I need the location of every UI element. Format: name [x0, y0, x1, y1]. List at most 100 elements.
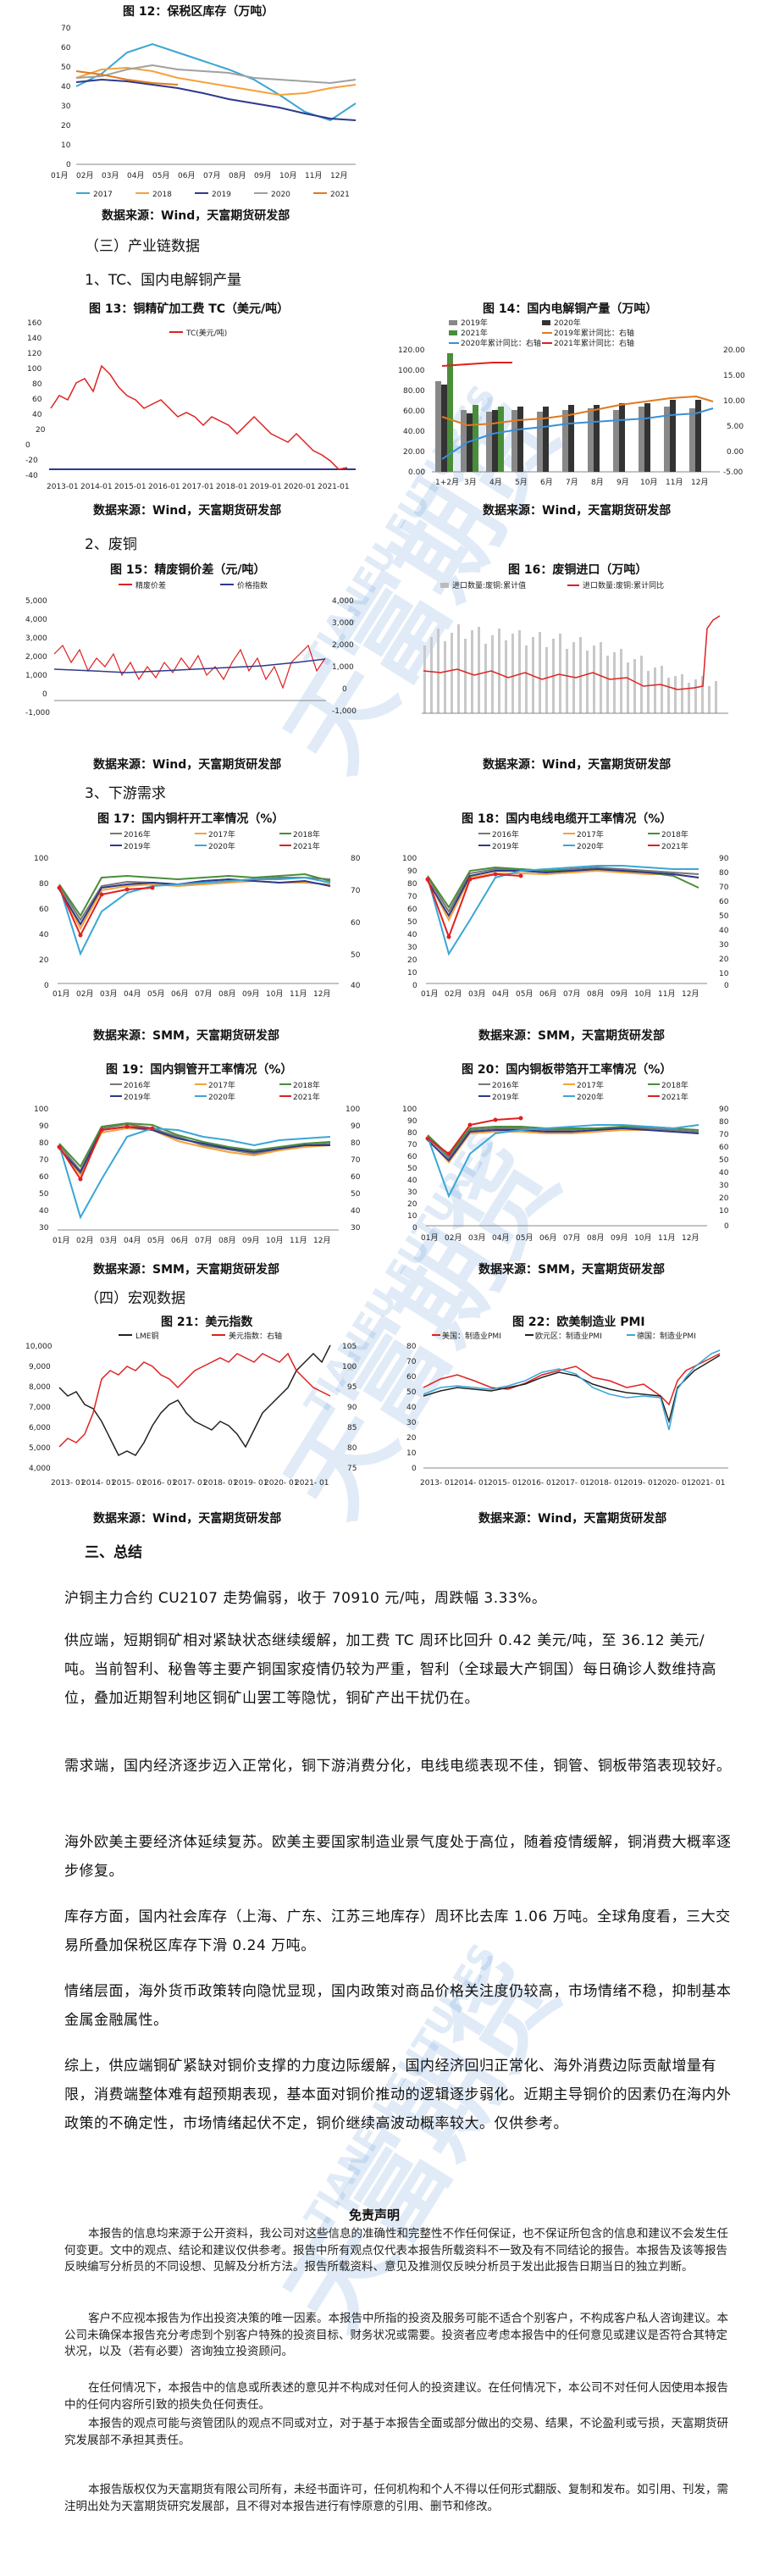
legend-label: 进口数量:废铜:累计值	[452, 580, 526, 590]
y-tick: 5,000	[29, 1444, 51, 1453]
section-heading: 三、总结	[85, 1544, 142, 1561]
x-tick: 02月	[76, 171, 93, 180]
source-note: 数据来源：SMM，天富期货研发部	[93, 1263, 279, 1277]
series-2021	[75, 70, 179, 86]
x-tick: 12月	[313, 1236, 330, 1245]
x-tick: 09月	[611, 989, 628, 999]
y2-tick: 40	[719, 927, 729, 935]
y-tick: 20	[39, 956, 49, 965]
x-tick: 01月	[51, 171, 68, 180]
x-tick: 01月	[53, 989, 69, 999]
tc-series	[50, 364, 348, 470]
figure-title: 图 15：精废铜价差（元/吨）	[110, 563, 266, 577]
dollar-index-chart: LME铜 美元指数：右轴 10,000 9,000 8,000 7,000 6,…	[25, 1331, 357, 1487]
section-heading: 3、下游需求	[85, 785, 166, 802]
us-pmi-series	[423, 1353, 721, 1406]
x-tick: 12月	[682, 989, 699, 999]
y-tick: 0.00	[408, 468, 425, 477]
legend-label: 2018年	[293, 1080, 320, 1090]
y-tick: 40	[32, 411, 42, 419]
x-tick: 10月	[634, 989, 651, 999]
legend-label: 2019年	[492, 1092, 519, 1102]
x-tick: 08月	[218, 1236, 235, 1245]
legend-label: 2021年	[461, 328, 488, 338]
y-tick: 80	[39, 880, 49, 889]
y2-tick: 10	[719, 970, 729, 978]
x-tick: 2013- 01	[420, 1479, 454, 1487]
source-note: 数据来源：SMM，天富期货研发部	[93, 1029, 279, 1043]
x-tick: 11月	[658, 1233, 675, 1243]
x-tick: 2014- 01	[81, 1479, 115, 1487]
y-tick: 80	[406, 1343, 417, 1351]
y-tick: 60	[406, 1373, 417, 1382]
x-tick: 10月	[279, 171, 296, 180]
y-tick: 80.00	[403, 387, 425, 396]
x-tick: 2016- 01	[142, 1479, 176, 1487]
series-2019-yoy	[441, 395, 714, 427]
x-tick: 07月	[563, 989, 580, 999]
y-tick: 70	[61, 25, 71, 33]
x-tick: 11月	[658, 989, 675, 999]
x-tick: 08月	[229, 171, 246, 180]
y-tick: 7,000	[29, 1404, 51, 1412]
legend-label: 2020年	[577, 1092, 604, 1102]
legend-label: 欧元区：制造业PMI	[535, 1331, 602, 1341]
legend-label: 2019	[212, 191, 231, 199]
series-2019	[75, 78, 357, 121]
x-tick: 08月	[587, 989, 604, 999]
y-tick: 0	[412, 1224, 417, 1233]
legend-label: 2021	[330, 191, 350, 199]
y-tick: 50	[406, 1388, 417, 1397]
x-tick: 12月	[682, 1233, 699, 1243]
y-tick: 4,000	[29, 1465, 51, 1473]
legend-label: 2018年	[293, 829, 320, 839]
x-tick: 2016-01	[148, 483, 180, 491]
x-tick: 03月	[100, 1236, 117, 1245]
y-tick: 70	[406, 1358, 417, 1366]
y-tick: 90	[39, 1122, 49, 1131]
figure-title: 图 18：国内电线电缆开工率情况（%）	[462, 812, 672, 826]
y2-tick: 80	[351, 1139, 361, 1148]
legend-label: 精废价差	[135, 580, 166, 590]
x-tick: 7月	[566, 478, 578, 487]
y-tick: 70	[407, 893, 417, 901]
y-tick: 0	[42, 690, 47, 699]
x-tick: 4月	[489, 478, 502, 487]
spread-series	[53, 644, 326, 690]
y-tick: 40	[406, 1404, 417, 1412]
y-tick: 100.00	[398, 367, 425, 375]
y2-tick: 40	[351, 982, 361, 990]
y2-tick: 90	[351, 1122, 361, 1131]
x-tick: 05月	[152, 171, 169, 180]
y-tick: 90	[407, 867, 417, 876]
y-tick: 60	[407, 906, 417, 914]
x-tick: 11月	[290, 1236, 307, 1245]
y2-tick: 90	[719, 1105, 729, 1114]
y2-tick: 0	[724, 982, 729, 990]
figure-title: 图 13：铜精矿加工费 TC（美元/吨）	[89, 302, 290, 316]
x-tick: 10月	[640, 478, 657, 487]
figure-title: 图 20：国内铜板带箔开工率情况（%）	[462, 1063, 672, 1077]
copper-output-chart: 2019年 2020年 2021年 2019年累计同比：右轴 2020年累计同比…	[398, 318, 745, 487]
legend-label: 2021年	[661, 1092, 688, 1102]
y-tick: 10	[407, 969, 417, 978]
disclaimer-paragraph: 客户不应视本报告为作出投资决策的唯一因素。本报告中所指的投资及服务可能不适合个别…	[64, 2312, 728, 2358]
y-tick: 6,000	[29, 1424, 51, 1432]
figure-title: 图 16：废铜进口（万吨）	[508, 563, 648, 577]
y-tick: 30	[39, 1224, 49, 1233]
y2-tick: 100	[346, 1105, 360, 1114]
y-tick: -20	[25, 457, 38, 465]
y2-tick: -1,000	[332, 707, 357, 716]
legend-label: 2019年累计同比：右轴	[554, 328, 634, 338]
x-tick: 09月	[242, 1236, 259, 1245]
x-tick: 03月	[468, 989, 485, 999]
x-tick: 07月	[195, 1236, 212, 1245]
y2-tick: 50	[351, 1190, 361, 1199]
disclaimer-paragraph: 在任何情况下，本报告中的信息或所表述的意见并不构成对任何人的投资建议。在任何情况…	[64, 2381, 728, 2412]
x-tick: 09月	[242, 989, 259, 999]
legend-label: 2019年	[124, 1092, 151, 1102]
y-tick: 70	[39, 1156, 49, 1165]
figure-title: 图 21：美元指数	[161, 1316, 253, 1329]
y-tick: 60	[32, 396, 42, 404]
y2-tick: 90	[347, 1404, 357, 1412]
